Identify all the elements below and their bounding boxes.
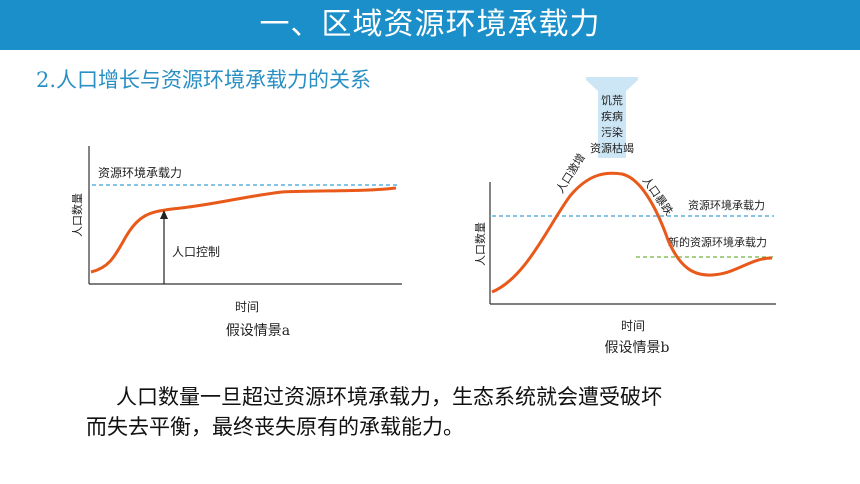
conclusion-line-1: 人口数量一旦超过资源环境承载力，生态系统就会遭受破坏 [116,385,662,409]
stressor-label: 资源枯竭 [590,141,634,155]
stressor-label: 饥荒 [601,94,623,107]
diagram-b-population-curve [491,171,773,294]
diagram-a-caption: 假设情景a [226,323,290,339]
stressor-label: 疾病 [601,109,623,123]
conclusion-line-2: 而失去平衡，最终丧失原有的承载能力。 [86,415,464,439]
stressor-label: 污染 [601,125,623,139]
diagram-b-rise-label: 人口激增 [553,151,588,196]
diagram-b-caption: 假设情景b [605,340,670,356]
page-title: 一、区域资源环境承载力 [259,7,601,42]
diagram-a-y-label: 人口数量 [71,193,84,237]
diagram-b-new-capacity-label: 新的资源环境承载力 [668,235,767,249]
diagram-a: 资源环境承载力 人口控制 人口数量 时间 假设情景a [71,146,402,339]
diagram-a-capacity-label: 资源环境承载力 [98,165,182,180]
conclusion-text: 人口数量一旦超过资源环境承载力，生态系统就会遭受破坏 而失去平衡，最终丧失原有的… [86,382,806,442]
diagram-a-control-arrowhead [160,210,168,219]
section-subtitle: 2.人口增长与资源环境承载力的关系 [36,68,372,92]
diagram-b-capacity-label: 资源环境承载力 [688,198,765,212]
diagram-b: 饥荒 疾病 污染 资源枯竭 资源环境承载力 新的资源环境承载力 人口激增 人口暴… [474,77,776,356]
diagram-b-x-label: 时间 [621,319,645,333]
diagram-a-x-label: 时间 [235,300,259,314]
stressors-down-arrow [586,77,638,158]
diagram-b-fall-label: 人口暴跌 [640,174,677,218]
header-bar: 一、区域资源环境承载力 [0,0,860,50]
diagram-a-population-curve [90,186,397,274]
diagram-b-y-label: 人口数量 [474,222,487,266]
diagram-a-control-label: 人口控制 [172,245,220,259]
